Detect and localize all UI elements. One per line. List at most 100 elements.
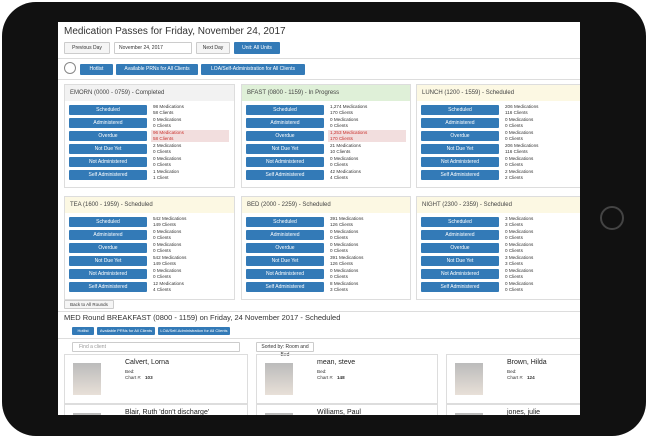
status-count: 0 Medications (505, 117, 534, 122)
status-button[interactable]: Not Administered (246, 157, 324, 167)
home-button (600, 206, 624, 230)
status-button[interactable]: Overdue (246, 131, 324, 141)
status-count: 0 Medications (330, 156, 359, 161)
client-photo (455, 363, 483, 395)
status-button[interactable]: Not Due Yet (69, 256, 147, 266)
status-count: 170 Clients (330, 135, 353, 141)
action-button[interactable]: LOA/Self-Administration for All Clients (201, 64, 305, 75)
status-count: 3 Clients (505, 260, 523, 266)
status-count: 2 Clients (505, 174, 523, 180)
client-name: Calvert, Lorna (125, 359, 169, 366)
status-count: 0 Clients (505, 286, 523, 292)
status-count: 58 Clients (153, 109, 174, 115)
status-count: 0 Clients (153, 273, 171, 279)
status-button[interactable]: Scheduled (69, 105, 147, 115)
status-button[interactable]: Not Administered (69, 157, 147, 167)
status-button[interactable]: Administered (69, 230, 147, 240)
bed-label: Bed: (507, 369, 517, 374)
action-button[interactable]: LOA/Self-Administration for All Clients (158, 327, 230, 335)
status-button[interactable]: Self Administered (69, 282, 147, 292)
status-count: 206 Medications (505, 143, 539, 148)
status-count: 0 Medications (153, 242, 182, 247)
status-button[interactable]: Overdue (69, 243, 147, 253)
client-photo (455, 413, 483, 415)
status-count: 0 Clients (330, 273, 348, 279)
action-button[interactable]: Available PRNs for All Clients (116, 64, 198, 75)
status-button[interactable]: Not Due Yet (421, 144, 499, 154)
status-button[interactable]: Overdue (246, 243, 324, 253)
status-button[interactable]: Scheduled (421, 217, 499, 227)
status-button[interactable]: Not Due Yet (246, 144, 324, 154)
status-button[interactable]: Not Administered (246, 269, 324, 279)
chart-label: Chart #: (125, 375, 142, 380)
action-button[interactable]: Hotlist (72, 327, 94, 335)
client-card[interactable]: Williams, Paul (256, 404, 438, 415)
status-button[interactable]: Not Administered (69, 269, 147, 279)
action-button[interactable]: Available PRNs for All Clients (97, 327, 155, 335)
client-card[interactable]: Brown, Hilda Bed: Chart #: 124 (446, 354, 580, 404)
status-button[interactable]: Administered (246, 118, 324, 128)
status-button[interactable]: Administered (246, 230, 324, 240)
client-photo (73, 363, 101, 395)
status-button[interactable]: Overdue (421, 131, 499, 141)
previous-day[interactable]: Previous Day (64, 42, 110, 54)
client-name: Williams, Paul (317, 409, 361, 415)
back-button[interactable]: Back to All Rounds (64, 300, 114, 309)
status-count: 0 Medications (505, 242, 534, 247)
round-panel: BFAST (0800 - 1159) - In Progress Schedul… (241, 84, 411, 188)
logo-icon (64, 62, 76, 74)
date-input[interactable]: November 24, 2017 (114, 42, 192, 54)
status-button[interactable]: Administered (69, 118, 147, 128)
status-count: 0 Medications (505, 156, 534, 161)
status-button[interactable]: Scheduled (246, 217, 324, 227)
client-search[interactable]: Find a client (72, 342, 240, 352)
status-count: 0 Medications (505, 268, 534, 273)
status-count: 98 Medications (153, 104, 184, 109)
client-card[interactable]: Blair, Ruth 'don't discharge' (64, 404, 248, 415)
status-button[interactable]: Administered (421, 230, 499, 240)
status-button[interactable]: Overdue (69, 131, 147, 141)
status-button[interactable]: Not Administered (421, 269, 499, 279)
unit-select[interactable]: Unit: All Units (234, 42, 280, 54)
status-count: 3 Medications (505, 216, 534, 221)
status-count: 149 Clients (153, 260, 176, 266)
round-title: EMORN (0000 - 0759) - Completed (65, 85, 234, 101)
status-count: 116 Clients (505, 109, 528, 115)
status-count: 0 Medications (153, 156, 182, 161)
client-photo (265, 413, 293, 415)
status-button[interactable]: Not Administered (421, 157, 499, 167)
status-button[interactable]: Scheduled (246, 105, 324, 115)
status-button[interactable]: Not Due Yet (421, 256, 499, 266)
client-card[interactable]: Calvert, Lorna Bed: Chart #: 103 (64, 354, 248, 404)
status-button[interactable]: Self Administered (421, 282, 499, 292)
status-button[interactable]: Scheduled (421, 105, 499, 115)
chart-number: 124 (527, 375, 535, 380)
status-button[interactable]: Self Administered (246, 170, 324, 180)
status-count: 0 Clients (153, 247, 171, 253)
status-count: 126 Clients (330, 260, 353, 266)
status-button[interactable]: Overdue (421, 243, 499, 253)
status-count: 0 Clients (505, 247, 523, 253)
status-button[interactable]: Not Due Yet (246, 256, 324, 266)
client-name: mean, steve (317, 359, 356, 366)
status-count: 21 Medications (330, 143, 361, 148)
status-button[interactable]: Self Administered (421, 170, 499, 180)
next-day[interactable]: Next Day (196, 42, 230, 54)
status-count: 0 Medications (330, 242, 359, 247)
status-count: 170 Clients (330, 109, 353, 115)
client-card[interactable]: jones, julie (446, 404, 580, 415)
status-count: 1,253 Medications (330, 130, 368, 135)
client-card[interactable]: mean, steve Bed: Chart #: 148 (256, 354, 438, 404)
action-button[interactable]: Hotlist (80, 64, 113, 75)
status-button[interactable]: Self Administered (69, 170, 147, 180)
sort-select[interactable]: Sorted by: Room and Bed (256, 342, 314, 358)
status-button[interactable]: Self Administered (246, 282, 324, 292)
status-count: 0 Clients (505, 122, 523, 128)
status-button[interactable]: Scheduled (69, 217, 147, 227)
client-name: Brown, Hilda (507, 359, 547, 366)
round-panel: NIGHT (2300 - 2359) - Scheduled Scheduled… (416, 196, 580, 300)
status-button[interactable]: Administered (421, 118, 499, 128)
status-button[interactable]: Not Due Yet (69, 144, 147, 154)
divider (58, 311, 580, 312)
